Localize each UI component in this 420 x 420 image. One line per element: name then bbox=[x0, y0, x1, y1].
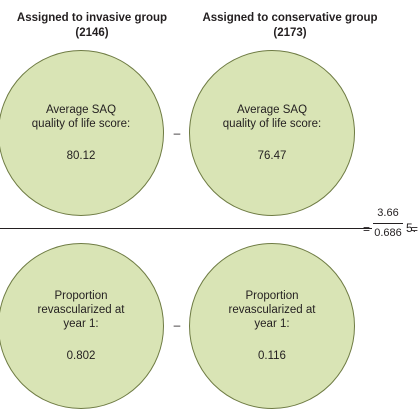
invasive-saq-label: Average SAQ quality of life score: bbox=[31, 104, 131, 130]
ratio-fraction: 3.66 0.686 bbox=[373, 207, 403, 240]
ratio-denominator: 0.686 bbox=[374, 227, 402, 239]
invasive-revasc-label: Proportion revascularized at year 1: bbox=[37, 290, 125, 330]
invasive-saq-circle: Average SAQ quality of life score: 80.12 bbox=[0, 50, 164, 216]
fraction-bar bbox=[373, 223, 403, 224]
saq-minus-sign: – bbox=[173, 126, 181, 140]
conservative-revasc-label: Proportion revascularized at year 1: bbox=[228, 290, 316, 330]
conservative-saq-label: Average SAQ quality of life score: bbox=[222, 104, 322, 130]
invasive-revasc-value: 0.802 bbox=[66, 350, 96, 362]
equals-sign-1: = bbox=[363, 222, 371, 236]
conservative-saq-value: 76.47 bbox=[257, 150, 287, 162]
conservative-revasc-value: 0.116 bbox=[258, 350, 286, 362]
conservative-group-header: Assigned to conservative group (2173) bbox=[190, 11, 390, 41]
invasive-group-count: (2146) bbox=[75, 27, 109, 39]
ratio-result: 5. bbox=[406, 221, 417, 235]
conservative-revasc-circle: Proportion revascularized at year 1: 0.1… bbox=[189, 243, 355, 409]
equals-sign-2: = bbox=[411, 222, 419, 236]
invasive-group-header: Assigned to invasive group (2146) bbox=[10, 11, 174, 41]
fraction-divider-line bbox=[0, 228, 372, 229]
conservative-saq-circle: Average SAQ quality of life score: 76.47 bbox=[189, 50, 355, 216]
conservative-group-title: Assigned to conservative group bbox=[202, 12, 378, 24]
ratio-numerator: 3.66 bbox=[377, 207, 399, 219]
revasc-minus-sign: – bbox=[173, 318, 181, 332]
invasive-revasc-circle: Proportion revascularized at year 1: 0.8… bbox=[0, 243, 164, 409]
invasive-group-title: Assigned to invasive group bbox=[16, 12, 168, 24]
invasive-saq-value: 80.12 bbox=[66, 150, 96, 162]
conservative-group-count: (2173) bbox=[273, 27, 307, 39]
